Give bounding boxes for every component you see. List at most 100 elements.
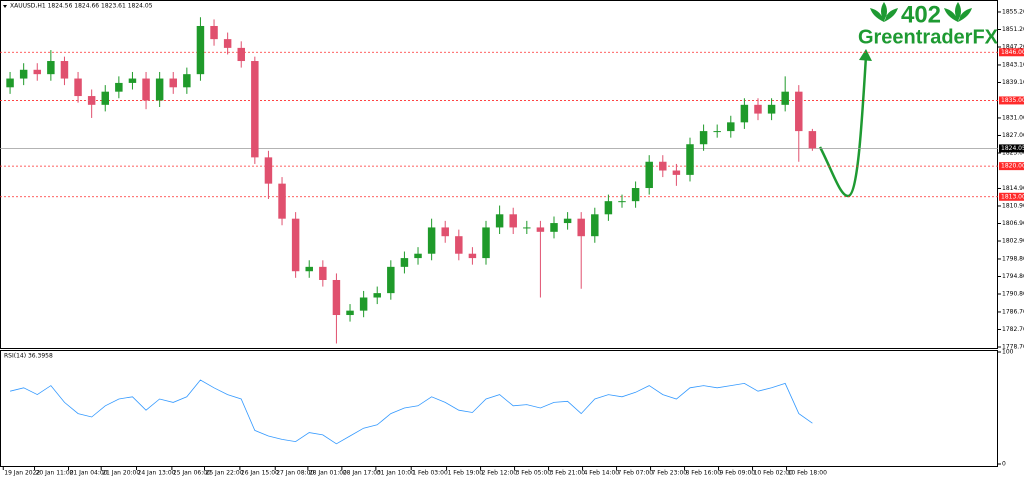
candle-body — [87, 96, 96, 105]
candle-body — [795, 91, 803, 132]
level-label: 1820.00 — [1001, 163, 1024, 170]
projection-arrow — [818, 55, 868, 198]
y-tick-label: 1798.80 — [1002, 255, 1024, 262]
candle-body — [74, 78, 82, 97]
x-tick-label: 1 Feb 03:00 — [412, 470, 448, 477]
candle-body — [563, 218, 572, 224]
x-tick-label: 3 Feb 21:00 — [550, 470, 586, 477]
candle-body — [291, 218, 300, 272]
candle-body — [47, 61, 55, 75]
main-frame — [0, 0, 998, 349]
candle-body — [237, 47, 245, 62]
candle-body — [740, 104, 749, 123]
candle-body — [523, 227, 531, 229]
rsi-label: RSI(14) 36.3958 — [4, 353, 53, 360]
rsi-tick-label: 0 — [1002, 461, 1006, 468]
candle-body — [441, 227, 449, 237]
candle-body — [101, 91, 109, 105]
watermark-brand: GreentraderFX — [858, 26, 999, 48]
candle-body — [251, 61, 259, 158]
y-tick-label: 1802.90 — [1002, 238, 1024, 245]
candle-body — [264, 157, 273, 184]
current-price-box — [999, 144, 1024, 153]
candle-body — [142, 78, 150, 101]
y-tick-label: 1847.20 — [1002, 44, 1024, 51]
x-tick-label: 19 Jan 2022 — [4, 470, 40, 477]
candle-body — [6, 78, 14, 88]
candle-body — [183, 74, 191, 88]
candle-body — [400, 258, 409, 267]
y-tick-label: 1855.20 — [1002, 8, 1024, 15]
level-label: 1846.00 — [1001, 49, 1024, 56]
candle-body — [604, 201, 613, 215]
candle-body — [359, 297, 368, 311]
candle-body — [223, 39, 232, 48]
x-tick-label: 25 Jan 22:00 — [206, 470, 244, 477]
y-tick-label: 1794.80 — [1002, 273, 1024, 280]
y-tick-label: 1786.70 — [1002, 308, 1024, 315]
x-tick-label: 24 Jan 13:00 — [138, 470, 176, 477]
y-tick-label: 1810.90 — [1002, 202, 1024, 209]
candle-body — [713, 131, 721, 133]
x-tick-label: 10 Feb 02:00 — [754, 470, 794, 477]
candle-body — [346, 310, 354, 316]
y-tick-label: 1851.20 — [1002, 26, 1024, 33]
symbol-arrow — [3, 5, 7, 8]
x-tick-label: 3 Feb 05:00 — [516, 470, 552, 477]
candle-body — [319, 266, 327, 280]
candle-body — [659, 161, 667, 171]
candle-body — [468, 253, 477, 259]
candle-body — [754, 104, 762, 114]
candle-body — [686, 144, 694, 175]
y-tick-label: 1843.10 — [1002, 61, 1024, 68]
x-tick-label: 4 Feb 14:00 — [584, 470, 620, 477]
candle-body — [536, 227, 545, 232]
candle-body — [645, 161, 653, 189]
level-label-box — [999, 48, 1024, 57]
candle-body — [482, 227, 490, 259]
candle-body — [387, 266, 395, 294]
level-label: 1835.00 — [1001, 97, 1024, 104]
candle-body — [550, 223, 558, 232]
rsi-line — [10, 379, 813, 445]
candle-body — [808, 131, 817, 149]
y-tick-label: 1778.70 — [1002, 343, 1024, 350]
candle-body — [128, 78, 137, 83]
candle-body — [305, 266, 313, 272]
candle-body — [577, 218, 585, 237]
y-tick-label: 1823.00 — [1002, 149, 1024, 156]
y-tick-label: 1806.90 — [1002, 220, 1024, 227]
x-tick-label: 21 Jan 20:00 — [102, 470, 140, 477]
level-label-box — [999, 192, 1024, 201]
rsi-tick-label: 100 — [1002, 349, 1014, 356]
candle-body — [509, 214, 517, 228]
candle-body — [672, 170, 681, 175]
level-label: 1813.00 — [1001, 193, 1024, 200]
y-tick-label: 1790.80 — [1002, 291, 1024, 298]
x-tick-label: 10 Feb 18:00 — [788, 470, 828, 477]
x-tick-label: 8 Feb 16:00 — [686, 470, 722, 477]
current-price-label: 1824.05 — [1001, 145, 1024, 152]
projection-arrowhead — [859, 49, 872, 61]
candle-body — [210, 25, 218, 40]
candle-body — [767, 104, 776, 114]
candle-body — [373, 293, 381, 298]
level-label-box — [999, 96, 1024, 105]
candle-body — [591, 214, 599, 237]
x-tick-label: 20 Jan 11:00 — [36, 470, 74, 477]
level-label-box — [999, 162, 1024, 171]
candle-body — [618, 201, 626, 203]
x-tick-label: 28 Jan 01:00 — [309, 470, 347, 477]
candle-body — [332, 279, 341, 316]
x-tick-label: 1 Feb 19:00 — [448, 470, 484, 477]
x-tick-label: 9 Feb 09:00 — [720, 470, 756, 477]
candle-body — [155, 78, 164, 101]
x-tick-label: 28 Jan 17:00 — [343, 470, 381, 477]
x-tick-label: 27 Jan 08:00 — [276, 470, 314, 477]
chart-title: XAUUSD,H1 1824.56 1824.66 1823.61 1824.0… — [10, 3, 153, 10]
candle-body — [414, 253, 422, 259]
y-tick-label: 1839.10 — [1002, 79, 1024, 86]
candle-body — [427, 227, 436, 254]
x-tick-label: 26 Jan 15:00 — [241, 470, 279, 477]
